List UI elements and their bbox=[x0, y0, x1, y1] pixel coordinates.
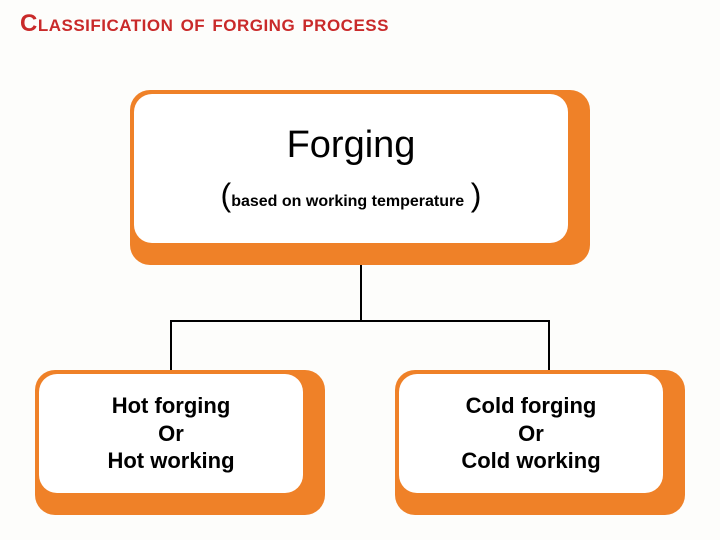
root-sub-text: based on working temperature bbox=[231, 193, 464, 210]
child-hot-line3: Hot working bbox=[107, 447, 234, 475]
child-hot-line1: Hot forging bbox=[112, 392, 231, 420]
connector-bar bbox=[170, 320, 550, 322]
root-node-body: Forging (based on working temperature ) bbox=[134, 94, 568, 243]
connector-right-drop bbox=[548, 320, 550, 370]
child-cold-line2: Or bbox=[518, 420, 544, 448]
child-node-cold: Cold forging Or Cold working bbox=[395, 370, 685, 515]
child-hot-line2: Or bbox=[158, 420, 184, 448]
page-title: Classification of forging process bbox=[20, 10, 389, 38]
connector-stem bbox=[360, 265, 362, 320]
child-node-hot-body: Hot forging Or Hot working bbox=[39, 374, 303, 493]
root-title: Forging bbox=[287, 122, 416, 170]
child-node-hot: Hot forging Or Hot working bbox=[35, 370, 325, 515]
connector-left-drop bbox=[170, 320, 172, 370]
child-cold-line1: Cold forging bbox=[466, 392, 597, 420]
root-node: Forging (based on working temperature ) bbox=[130, 90, 590, 265]
root-sub-close: ) bbox=[471, 177, 482, 213]
root-subtitle: (based on working temperature ) bbox=[221, 175, 482, 215]
root-sub-open: ( bbox=[221, 177, 232, 213]
child-node-cold-body: Cold forging Or Cold working bbox=[399, 374, 663, 493]
child-cold-line3: Cold working bbox=[461, 447, 600, 475]
